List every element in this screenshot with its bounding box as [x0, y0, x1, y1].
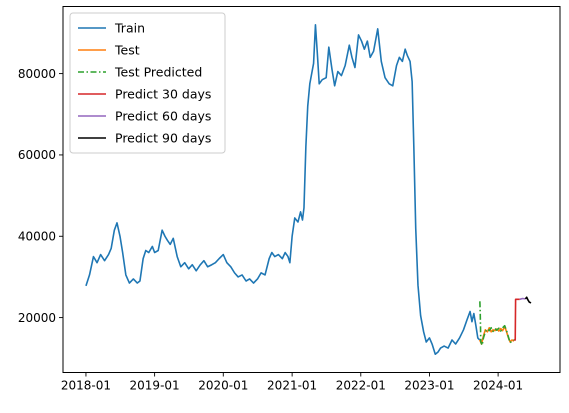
x-tick-label: 2021-01 — [267, 379, 317, 393]
legend-label: Train — [114, 21, 145, 36]
legend-label: Predict 60 days — [115, 109, 211, 124]
legend-label: Predict 90 days — [115, 131, 211, 146]
series-line-predict-60-days — [519, 297, 526, 301]
y-tick-label: 80000 — [18, 67, 56, 81]
x-tick-label: 2020-01 — [198, 379, 248, 393]
legend-label: Test Predicted — [114, 65, 202, 80]
legend-box — [69, 12, 226, 154]
x-tick-label: 2019-01 — [130, 379, 180, 393]
x-tick-label: 2024-01 — [473, 379, 523, 393]
series-line-test-predicted — [479, 301, 515, 347]
series-line-predict-90-days — [524, 296, 532, 304]
legend-label: Test — [114, 43, 140, 58]
plot-frame — [62, 6, 561, 373]
y-tick-label: 60000 — [18, 148, 56, 162]
legend-label: Predict 30 days — [115, 87, 211, 102]
y-axis: 20000 40000 60000 80000 — [18, 67, 63, 325]
series-line-predict-30-days — [513, 298, 520, 341]
x-tick-label: 2018-01 — [61, 379, 111, 393]
y-tick-label: 20000 — [18, 311, 56, 325]
plot-lines — [85, 24, 532, 355]
x-tick-label: 2023-01 — [404, 379, 454, 393]
x-tick-label: 2022-01 — [336, 379, 386, 393]
legend: Train Test Test Predicted Predict 30 days Pr… — [69, 12, 226, 154]
x-axis: 2018-01 2019-01 2020-01 2021-01 2022-01 2023-… — [61, 372, 523, 393]
series-line-train — [85, 24, 481, 355]
y-tick-label: 40000 — [18, 230, 56, 244]
